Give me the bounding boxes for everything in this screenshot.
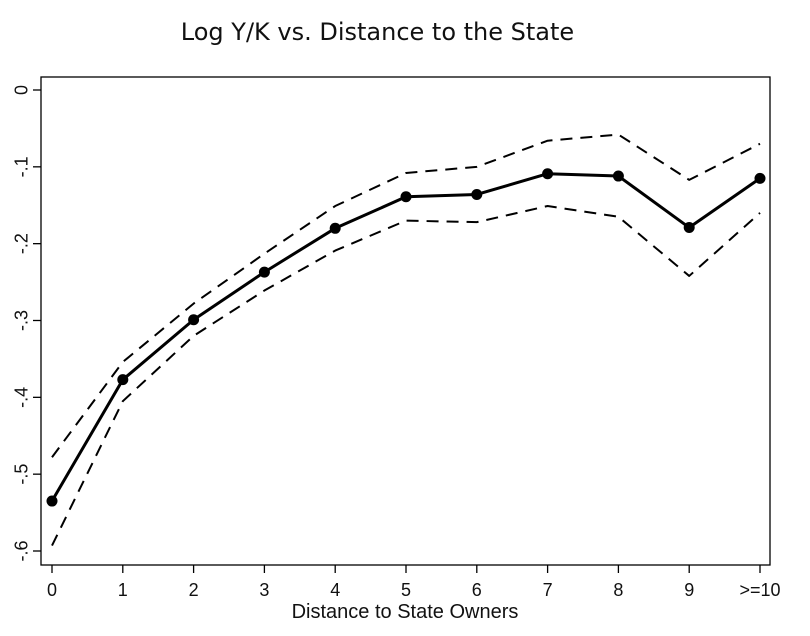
x-tick-label: 6 [472,580,482,600]
data-point-marker [754,172,766,184]
upper-ci-line [51,133,761,458]
x-tick-label: 7 [543,580,553,600]
data-point-marker [117,374,129,386]
x-tick-label: 2 [189,580,199,600]
y-tick-label: -.5 [11,464,31,485]
x-tick-label: 8 [613,580,623,600]
data-point-marker [46,495,58,507]
data-point-marker [612,170,624,182]
x-axis-title: Distance to State Owners [292,601,519,623]
data-point-marker [471,188,483,200]
y-tick-label: -.6 [11,540,31,561]
data-point-marker [258,266,270,278]
data-point-marker [542,168,554,180]
data-point-marker [400,191,412,203]
estimate-line [50,172,761,502]
y-tick-label: -.4 [11,387,31,408]
data-point-marker [188,314,200,326]
y-axis: 0 -.1 -.2 -.3 -.4 -.5 -.6 [11,85,41,562]
x-tick-label: 3 [259,580,269,600]
x-tick-label: 0 [47,580,57,600]
plot-frame [40,76,771,566]
y-tick-label: -.1 [11,156,31,177]
x-tick-label: >=10 [739,580,780,600]
chart-title: Log Y/K vs. Distance to the State [180,18,575,46]
lower-ci-line [51,205,761,547]
x-tick-label: 4 [330,580,340,600]
y-tick-label: -.2 [11,233,31,254]
x-axis: 0 1 2 3 4 5 6 7 8 9 >=10 [47,565,781,600]
x-tick-label: 1 [118,580,128,600]
series-layer [46,133,766,547]
y-tick-label: -.3 [11,310,31,331]
x-tick-label: 9 [684,580,694,600]
y-tick-label: 0 [11,85,31,95]
data-point-marker [683,222,695,234]
x-tick-label: 5 [401,580,411,600]
data-point-marker [329,222,341,234]
